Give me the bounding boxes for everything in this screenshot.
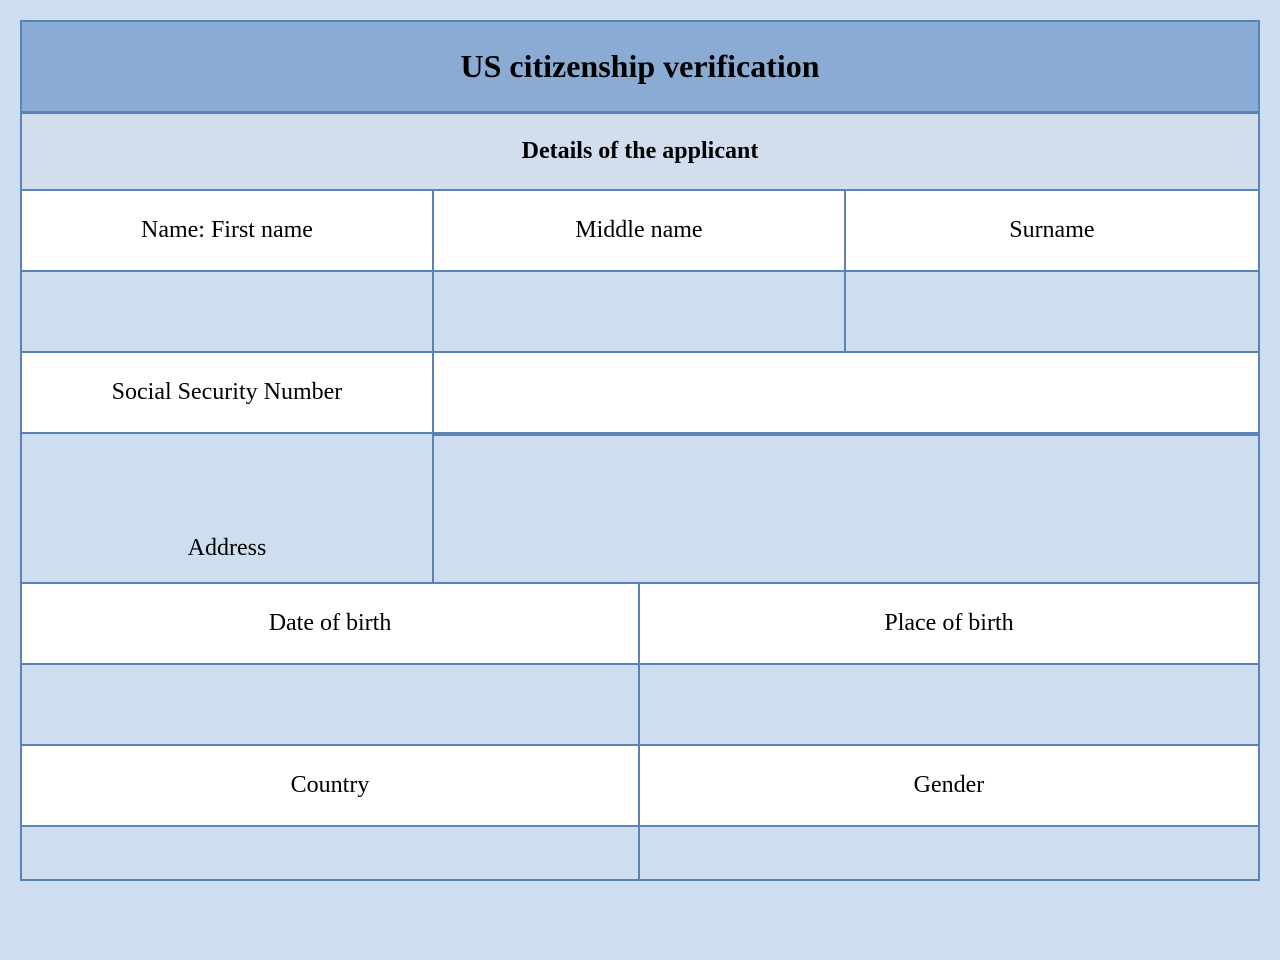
birth-labels-row: Date of birth Place of birth [22,584,1258,665]
address-row: Address [22,434,1258,584]
ssn-label: Social Security Number [22,353,434,434]
country-label: Country [22,746,640,827]
surname-input[interactable] [846,272,1258,353]
name-labels-row: Name: First name Middle name Surname [22,191,1258,272]
birth-inputs-row [22,665,1258,746]
first-name-label: Name: First name [22,191,434,272]
gender-label: Gender [640,746,1258,827]
gender-input[interactable] [640,827,1258,879]
middle-name-input[interactable] [434,272,846,353]
country-gender-labels-row: Country Gender [22,746,1258,827]
section-header: Details of the applicant [22,114,1258,191]
address-input[interactable] [434,434,1258,584]
surname-label: Surname [846,191,1258,272]
ssn-input[interactable] [434,353,1258,434]
form-container: US citizenship verification Details of t… [20,20,1260,881]
address-label: Address [22,434,434,584]
ssn-row: Social Security Number [22,353,1258,434]
dob-label: Date of birth [22,584,640,665]
form-title: US citizenship verification [22,22,1258,114]
pob-label: Place of birth [640,584,1258,665]
country-gender-inputs-row [22,827,1258,879]
first-name-input[interactable] [22,272,434,353]
dob-input[interactable] [22,665,640,746]
country-input[interactable] [22,827,640,879]
pob-input[interactable] [640,665,1258,746]
middle-name-label: Middle name [434,191,846,272]
name-inputs-row [22,272,1258,353]
